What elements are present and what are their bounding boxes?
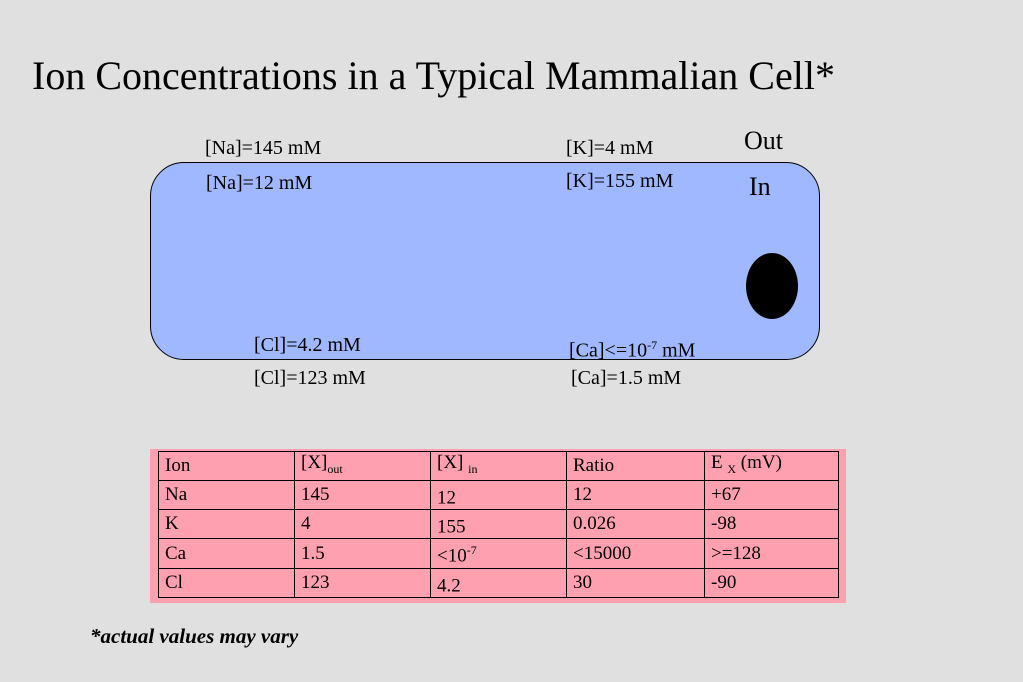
header-x-in-main: [X] xyxy=(437,452,469,473)
na-in-label: [Na]=12 mM xyxy=(206,172,313,194)
header-x-in: [X] in xyxy=(430,451,567,481)
header-x-out: [X]out xyxy=(294,451,431,481)
cell-ex: >=128 xyxy=(704,538,839,569)
slide-title: Ion Concentrations in a Typical Mammalia… xyxy=(32,53,835,98)
table-row: Na 145 12 12 +67 xyxy=(158,479,839,511)
table-row: Ca 1.5 <10-7 <15000 >=128 xyxy=(158,538,839,569)
header-ex-sub: X xyxy=(727,461,737,476)
cell-ratio: 12 xyxy=(566,479,705,511)
header-ex-main: E xyxy=(711,452,728,473)
header-ex-suffix: (mV) xyxy=(736,452,782,473)
cell-ratio: 30 xyxy=(566,567,705,599)
cell-in-value: 4.2 xyxy=(437,575,461,597)
cell-in-exponent: -7 xyxy=(466,543,477,558)
cell-ratio: <15000 xyxy=(566,538,705,569)
header-x-out-main: [X] xyxy=(301,452,328,473)
cell-ion: Cl xyxy=(158,567,295,599)
cl-in-label: [Cl]=4.2 mM xyxy=(254,334,361,356)
cell-out: 1.5 xyxy=(294,538,431,569)
ca-in-suffix: mM xyxy=(657,339,696,362)
ion-table: Ion [X]out [X] in Ratio E X (mV) Na 145 … xyxy=(158,451,839,599)
cell-ion: K xyxy=(158,509,295,540)
cl-out-label: [Cl]=123 mM xyxy=(254,367,366,389)
cell-in: <10-7 xyxy=(430,538,567,569)
ca-in-label: [Ca]<=10-7 mM xyxy=(569,333,695,363)
footnote: *actual values may vary xyxy=(90,624,299,648)
header-ratio: Ratio xyxy=(566,451,705,481)
cell-in: 12 xyxy=(430,479,567,511)
out-label: Out xyxy=(744,126,783,155)
header-x-in-sub: in xyxy=(468,461,478,476)
ca-in-exponent: -7 xyxy=(647,338,658,352)
cell-ion: Ca xyxy=(158,538,295,569)
ca-in-prefix: [Ca]<=10 xyxy=(569,339,648,362)
cell-in-value: 155 xyxy=(437,516,466,538)
header-x-out-sub: out xyxy=(327,461,343,476)
cell-ex: +67 xyxy=(704,479,839,511)
nucleus xyxy=(746,253,798,319)
in-label: In xyxy=(749,172,771,201)
cell-ratio: 0.026 xyxy=(566,509,705,540)
table-header-row: Ion [X]out [X] in Ratio E X (mV) xyxy=(158,451,839,481)
cell-out: 123 xyxy=(294,567,431,599)
table-row: K 4 155 0.026 -98 xyxy=(158,509,839,540)
k-out-label: [K]=4 mM xyxy=(566,137,654,159)
cell-out: 145 xyxy=(294,479,431,511)
cell-in: 4.2 xyxy=(430,567,567,599)
cell-in: 155 xyxy=(430,509,567,540)
ca-out-label: [Ca]=1.5 mM xyxy=(571,367,682,389)
cell-ex: -98 xyxy=(704,509,839,540)
header-ex: E X (mV) xyxy=(704,451,839,481)
na-out-label: [Na]=145 mM xyxy=(205,137,322,159)
table-row: Cl 123 4.2 30 -90 xyxy=(158,567,839,599)
k-in-label: [K]=155 mM xyxy=(566,170,674,192)
cell-membrane xyxy=(150,162,820,360)
cell-in-value: <10 xyxy=(437,545,467,567)
cell-ion: Na xyxy=(158,479,295,511)
header-ion: Ion xyxy=(158,451,295,481)
cell-in-value: 12 xyxy=(437,487,456,509)
cell-ex: -90 xyxy=(704,567,839,599)
cell-out: 4 xyxy=(294,509,431,540)
